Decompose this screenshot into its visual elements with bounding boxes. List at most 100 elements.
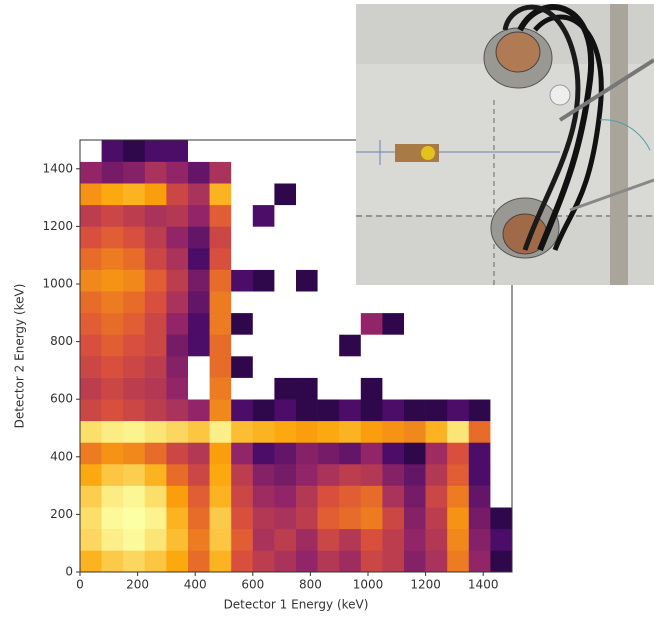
heatmap-cell — [317, 464, 340, 486]
heatmap-cell — [339, 312, 362, 335]
heatmap-cell — [317, 356, 340, 378]
heatmap-cell — [296, 464, 318, 486]
heatmap-cell — [404, 528, 426, 551]
heatmap-cell — [339, 377, 362, 400]
heatmap-cell — [80, 204, 102, 227]
heatmap-cell — [166, 507, 189, 530]
heatmap-cell — [468, 399, 491, 422]
heatmap-cell — [317, 183, 340, 206]
heatmap-cell — [80, 334, 102, 357]
photo-cable — [533, 14, 604, 251]
heatmap-cell — [382, 356, 405, 378]
heatmap-cell — [447, 334, 470, 357]
heatmap-cell — [123, 550, 146, 573]
heatmap-cell — [252, 140, 275, 162]
heatmap-cell — [468, 420, 491, 443]
heatmap-cell — [252, 464, 275, 486]
heatmap-cell — [490, 399, 513, 422]
heatmap-cell — [123, 269, 146, 292]
heatmap-cell — [360, 377, 383, 400]
heatmap-cell — [231, 161, 254, 184]
heatmap-cell — [144, 248, 167, 270]
photo-detector-top — [495, 31, 541, 73]
heatmap-cell — [188, 507, 210, 530]
heatmap-cell — [101, 485, 124, 508]
heatmap-cell — [80, 269, 102, 292]
heatmap-cell — [360, 507, 383, 530]
heatmap-cell — [425, 399, 448, 422]
heatmap-cell — [317, 507, 340, 530]
heatmap-cell — [339, 248, 362, 270]
heatmap-cell — [166, 420, 189, 443]
heatmap-cell — [382, 464, 405, 486]
heatmap-cell — [317, 248, 340, 270]
heatmap-cell — [296, 334, 318, 357]
heatmap-cell — [80, 399, 102, 422]
heatmap-cell — [317, 334, 340, 357]
heatmap-cell — [404, 291, 426, 314]
heatmap-cell — [425, 485, 448, 508]
heatmap-cell — [209, 507, 232, 530]
heatmap-cell — [296, 291, 318, 314]
heatmap-cell — [317, 312, 340, 335]
heatmap-cell — [231, 420, 254, 443]
heatmap-cell — [274, 204, 297, 227]
heatmap-cell — [339, 550, 362, 573]
photo-inset — [356, 4, 654, 285]
heatmap-cell — [382, 528, 405, 551]
heatmap-cell — [231, 485, 254, 508]
heatmap-cell — [209, 334, 232, 357]
heatmap-cell — [188, 377, 210, 400]
heatmap-cell — [382, 377, 405, 400]
heatmap-cell — [101, 507, 124, 530]
heatmap-cell — [274, 356, 297, 378]
heatmap-cell — [468, 528, 491, 551]
heatmap-cell — [123, 183, 146, 206]
heatmap-cell — [490, 442, 513, 465]
heatmap-cell — [274, 183, 297, 206]
heatmap-cell — [252, 248, 275, 270]
heatmap-cell — [101, 248, 124, 270]
heatmap-cell — [188, 334, 210, 357]
heatmap-cell — [80, 140, 102, 162]
heatmap-cell — [123, 399, 146, 422]
heatmap-cell — [144, 356, 167, 378]
heatmap-cell — [101, 528, 124, 551]
heatmap-cell — [209, 550, 232, 573]
heatmap-cell — [490, 464, 513, 486]
heatmap-cell — [252, 334, 275, 357]
heatmap-cell — [360, 485, 383, 508]
heatmap-cell — [231, 269, 254, 292]
heatmap-cell — [123, 204, 146, 227]
y-axis-label: Detector 2 Energy (keV) — [13, 284, 27, 429]
heatmap-cell — [425, 442, 448, 465]
heatmap-cell — [468, 442, 491, 465]
heatmap-cell — [101, 161, 124, 184]
heatmap-cell — [166, 334, 189, 357]
heatmap-cell — [144, 442, 167, 465]
heatmap-cell — [425, 528, 448, 551]
heatmap-cell — [339, 140, 362, 162]
heatmap-cell — [296, 248, 318, 270]
heatmap-cell — [468, 377, 491, 400]
heatmap-cell — [231, 356, 254, 378]
heatmap-cell — [339, 161, 362, 184]
heatmap-cell — [468, 334, 491, 357]
heatmap-cell — [144, 291, 167, 314]
heatmap-cell — [80, 528, 102, 551]
heatmap-cell — [317, 161, 340, 184]
heatmap-cell — [447, 312, 470, 335]
heatmap-cell — [252, 183, 275, 206]
heatmap-cell — [382, 420, 405, 443]
heatmap-cell — [447, 507, 470, 530]
heatmap-cell — [339, 226, 362, 249]
heatmap-cell — [339, 269, 362, 292]
heatmap-cell — [296, 442, 318, 465]
heatmap-cell — [490, 550, 513, 573]
heatmap-cell — [231, 528, 254, 551]
heatmap-cell — [101, 183, 124, 206]
heatmap-cell — [382, 485, 405, 508]
heatmap-cell — [404, 312, 426, 335]
heatmap-cell — [296, 420, 318, 443]
heatmap-cell — [231, 248, 254, 270]
